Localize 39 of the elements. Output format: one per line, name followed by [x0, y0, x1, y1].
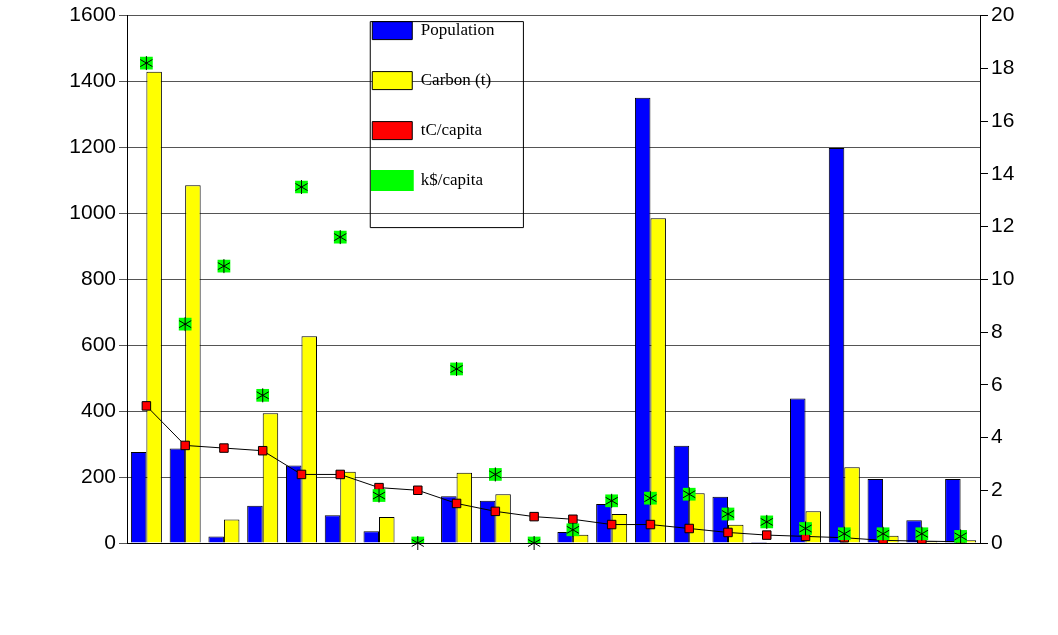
y2-tick-label: 4	[991, 424, 1003, 448]
point	[684, 523, 694, 534]
y2-tick-label: 2	[991, 477, 1003, 501]
point	[296, 469, 307, 480]
y2-tick-label: 10	[991, 266, 1015, 290]
y2-tick-label: 16	[991, 107, 1015, 131]
point	[723, 527, 733, 538]
point	[141, 401, 152, 411]
point	[568, 514, 578, 525]
y-tick-label: 1200	[69, 134, 116, 158]
point	[219, 443, 229, 453]
point	[413, 485, 423, 495]
y2-tick-label: 0	[991, 529, 1003, 553]
legend-label: k$/capita	[420, 170, 484, 190]
y-tick-label: 0	[104, 529, 116, 553]
y2-tick-label: 8	[991, 318, 1003, 342]
y-tick-label: 800	[80, 266, 116, 290]
point	[606, 519, 617, 530]
y-tick-label: 400	[80, 397, 116, 421]
point	[180, 440, 190, 451]
y2-tick-label: 12	[991, 213, 1015, 237]
point	[451, 498, 462, 509]
legend-label: tC/capita	[420, 120, 483, 140]
y-tick-label: 1000	[69, 200, 116, 224]
point	[762, 530, 772, 540]
point	[490, 506, 501, 517]
point	[335, 469, 345, 480]
y-tick-label: 600	[80, 332, 116, 356]
point	[645, 519, 656, 530]
y2-tick-label: 6	[991, 371, 1003, 395]
y-tick-label: 200	[80, 463, 116, 487]
y2-tick-label: 14	[991, 160, 1015, 184]
point	[257, 445, 268, 456]
y-tick-label: 1600	[69, 2, 116, 26]
y2-tick-label: 20	[991, 2, 1015, 26]
y2-tick-label: 18	[991, 55, 1015, 79]
legend-label: Population	[420, 20, 495, 40]
y-tick-label: 1400	[69, 68, 116, 92]
point	[529, 511, 539, 522]
